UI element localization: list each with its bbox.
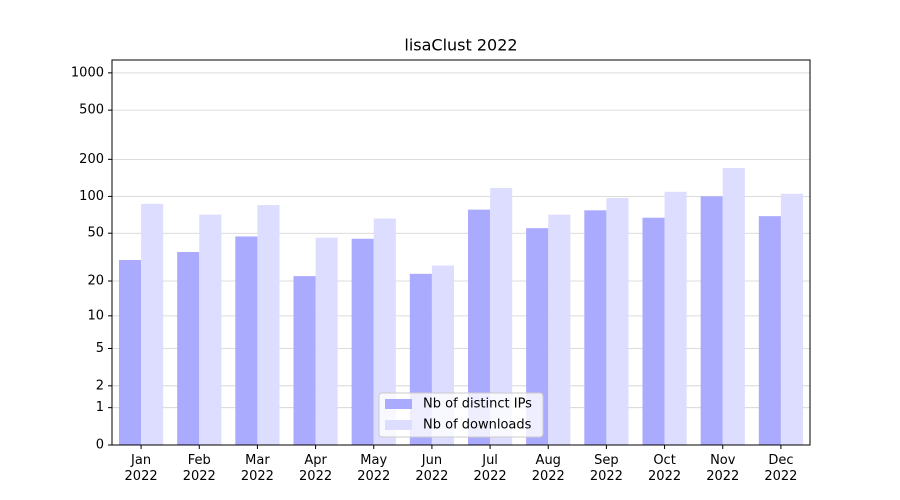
x-tick-label: Aug 2022 (531, 453, 565, 484)
bar (141, 203, 164, 445)
legend-label: Nb of distinct IPs (423, 397, 532, 412)
bar (642, 217, 665, 445)
x-tick-label: Feb 2022 (182, 453, 216, 484)
bar (780, 193, 804, 445)
x-tick-label: Dec 2022 (764, 453, 798, 484)
x-tick-label: May 2022 (357, 453, 391, 484)
legend-label: Nb of downloads (423, 418, 532, 433)
plot-frame (111, 59, 811, 446)
x-tick-label: Jan 2022 (124, 453, 158, 484)
y-tick-label: 10 (87, 308, 104, 323)
bar (758, 216, 781, 445)
legend-swatch (385, 420, 412, 430)
bar (315, 237, 338, 445)
bar (606, 198, 629, 445)
bar (373, 218, 396, 445)
bar (177, 251, 200, 445)
y-tick-label: 1 (96, 400, 104, 415)
y-tick-label: 0 (96, 438, 104, 453)
legend-swatch (385, 399, 412, 409)
bar (467, 209, 491, 445)
x-tick-label: Mar 2022 (240, 453, 274, 484)
y-tick-label: 20 (87, 274, 104, 289)
bar (257, 205, 280, 445)
bar (722, 168, 745, 446)
bar (526, 228, 549, 445)
x-tick-label: Apr 2022 (299, 453, 333, 484)
legend: Nb of distinct IPs Nb of downloads (378, 392, 544, 438)
bar (351, 238, 374, 445)
x-tick-label: Sep 2022 (589, 453, 623, 484)
bar (584, 210, 607, 445)
bar (490, 188, 513, 445)
x-tick-label: Oct 2022 (648, 453, 682, 484)
x-tick-label: Nov 2022 (706, 453, 740, 484)
y-tick-label: 2 (96, 378, 104, 393)
bar (700, 196, 723, 445)
chart-title: lisaClust 2022 (404, 36, 517, 55)
bar (199, 214, 222, 445)
y-tick-label: 100 (79, 189, 104, 204)
y-tick-label: 50 (87, 226, 104, 241)
y-tick-label: 200 (79, 152, 104, 167)
x-tick-label: Jul 2022 (473, 453, 507, 484)
x-tick-label: Jun 2022 (415, 453, 449, 484)
bar (548, 214, 571, 445)
bar (664, 191, 687, 445)
y-tick-label: 1000 (71, 65, 104, 80)
bar (293, 276, 316, 445)
bar (235, 236, 258, 445)
y-tick-label: 5 (96, 341, 104, 356)
bar (118, 260, 142, 445)
y-tick-label: 500 (79, 103, 104, 118)
grid (112, 72, 810, 446)
legend-box (378, 392, 544, 438)
